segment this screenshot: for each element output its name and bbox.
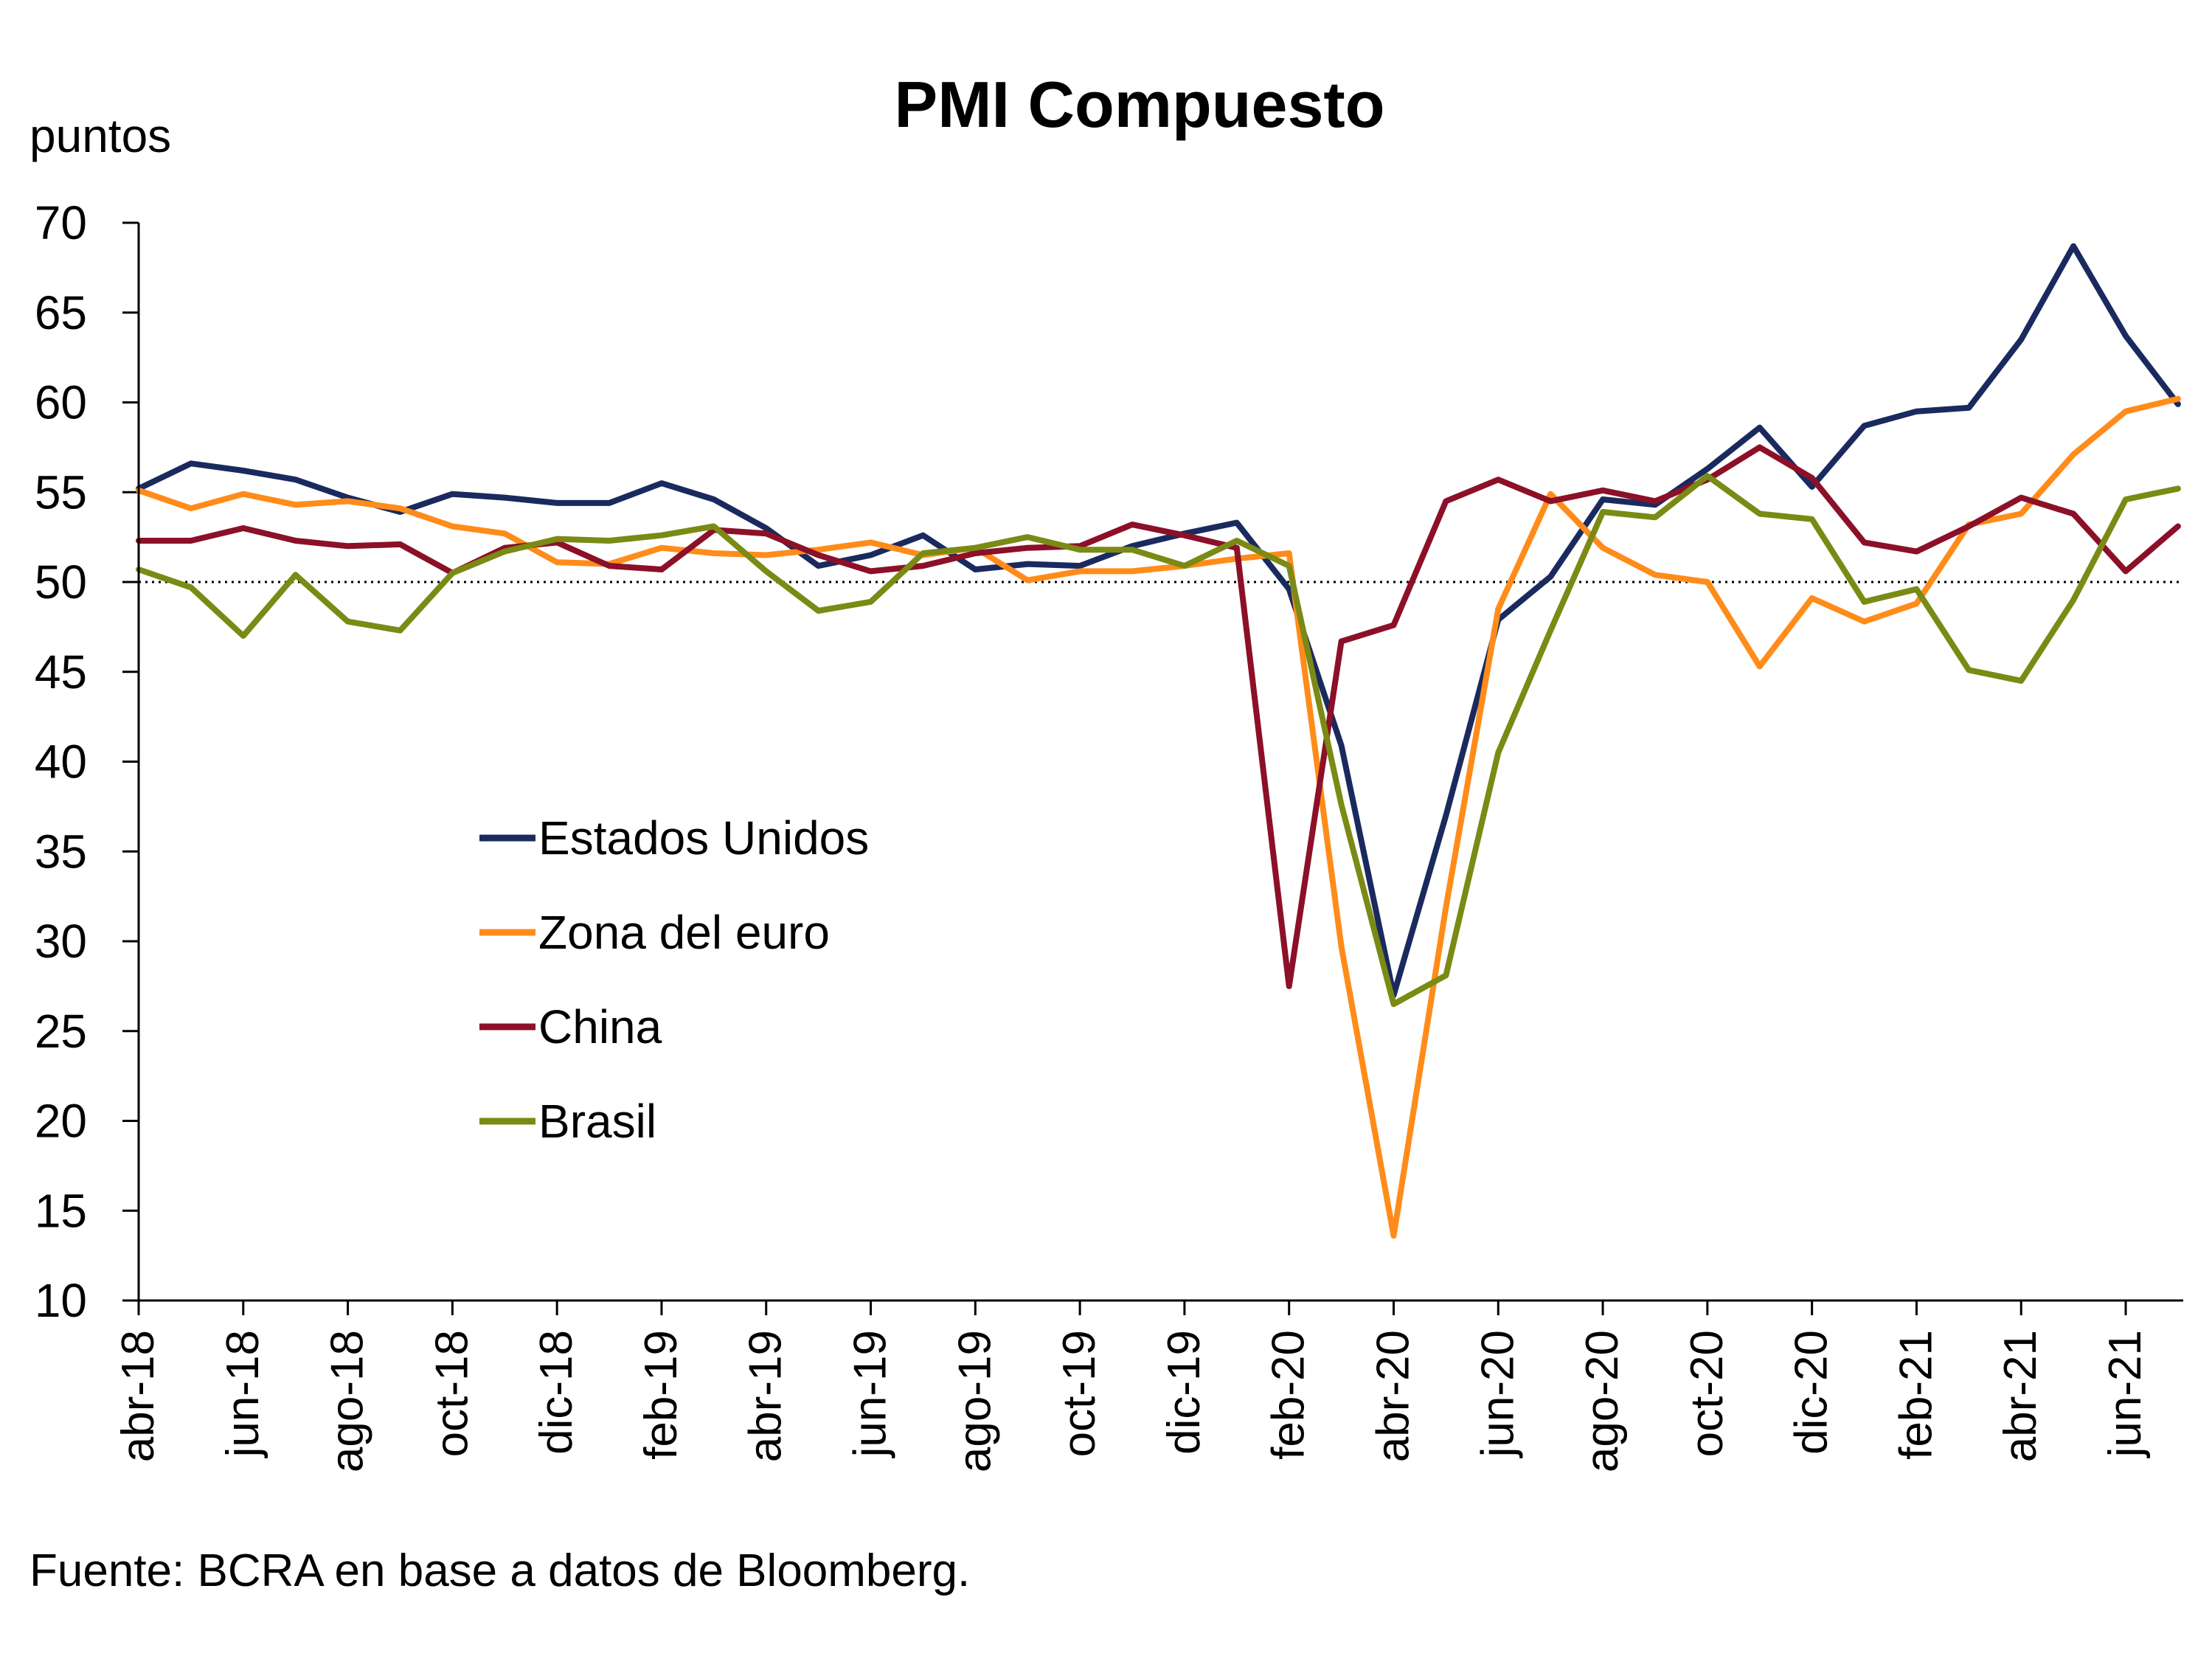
x-tick-label: feb-21 xyxy=(1890,1330,1941,1460)
y-tick-label: 10 xyxy=(35,1274,87,1327)
legend: Estados Unidos Zona del euro China Brasi… xyxy=(479,811,869,1148)
legend-item-zona-del-euro: Zona del euro xyxy=(479,906,830,959)
legend-item-estados-unidos: Estados Unidos xyxy=(479,811,869,865)
legend-label-zona-del-euro: Zona del euro xyxy=(538,906,830,959)
x-tick-label: jun-20 xyxy=(1472,1330,1523,1458)
x-tick-label: oct-19 xyxy=(1054,1330,1105,1457)
x-tick-label: jun-19 xyxy=(845,1330,896,1458)
x-tick-label: jun-21 xyxy=(2100,1330,2151,1458)
x-tick-label: feb-20 xyxy=(1263,1330,1314,1460)
y-tick-label: 35 xyxy=(35,825,87,878)
y-axis-unit-label: puntos xyxy=(30,109,171,162)
y-tick-label: 20 xyxy=(35,1095,87,1148)
x-tick-label: oct-18 xyxy=(426,1330,477,1457)
x-axis-ticks: abr-18 jun-18 ago-18 oct-18 dic-18 feb-19 abr-… xyxy=(113,1300,2151,1472)
y-tick-label: 65 xyxy=(35,286,87,339)
x-tick-label: ago-20 xyxy=(1577,1330,1628,1472)
y-axis-ticks: 10 15 20 25 30 35 40 45 50 55 60 65 70 xyxy=(35,196,139,1327)
x-tick-label: dic-20 xyxy=(1786,1330,1837,1455)
legend-label-china: China xyxy=(538,1000,662,1053)
y-tick-label: 25 xyxy=(35,1005,87,1058)
y-tick-label: 30 xyxy=(35,915,87,968)
x-tick-label: jun-18 xyxy=(218,1330,268,1458)
y-tick-label: 50 xyxy=(35,555,87,609)
x-tick-label: dic-19 xyxy=(1159,1330,1210,1455)
chart-title: PMI Compuesto xyxy=(895,68,1385,141)
legend-item-china: China xyxy=(479,1000,662,1053)
x-tick-label: ago-18 xyxy=(322,1330,373,1472)
x-tick-label: feb-19 xyxy=(636,1330,687,1460)
series-line-estados-unidos xyxy=(136,243,2181,998)
x-tick-label: ago-19 xyxy=(949,1330,1000,1472)
source-note: Fuente: BCRA en base a datos de Bloomber… xyxy=(30,1545,970,1596)
y-tick-label: 45 xyxy=(35,645,87,699)
legend-item-brasil: Brasil xyxy=(479,1095,656,1148)
x-tick-label: abr-18 xyxy=(113,1330,164,1462)
x-tick-label: dic-18 xyxy=(531,1330,582,1455)
y-tick-label: 55 xyxy=(35,465,87,519)
x-tick-label: oct-20 xyxy=(1682,1330,1733,1457)
series-line-china xyxy=(136,444,2181,989)
legend-label-brasil: Brasil xyxy=(538,1095,656,1148)
series-lines xyxy=(136,243,2181,1239)
y-tick-label: 70 xyxy=(35,196,87,249)
y-tick-label: 15 xyxy=(35,1184,87,1237)
x-tick-label: abr-21 xyxy=(1995,1330,2046,1462)
series-line-zona-del-euro xyxy=(136,395,2181,1239)
series-line-brasil xyxy=(136,473,2181,1008)
y-tick-label: 40 xyxy=(35,735,87,789)
y-tick-label: 60 xyxy=(35,376,87,429)
x-tick-label: abr-20 xyxy=(1367,1330,1418,1462)
legend-label-estados-unidos: Estados Unidos xyxy=(538,811,869,865)
x-tick-label: abr-19 xyxy=(741,1330,791,1462)
